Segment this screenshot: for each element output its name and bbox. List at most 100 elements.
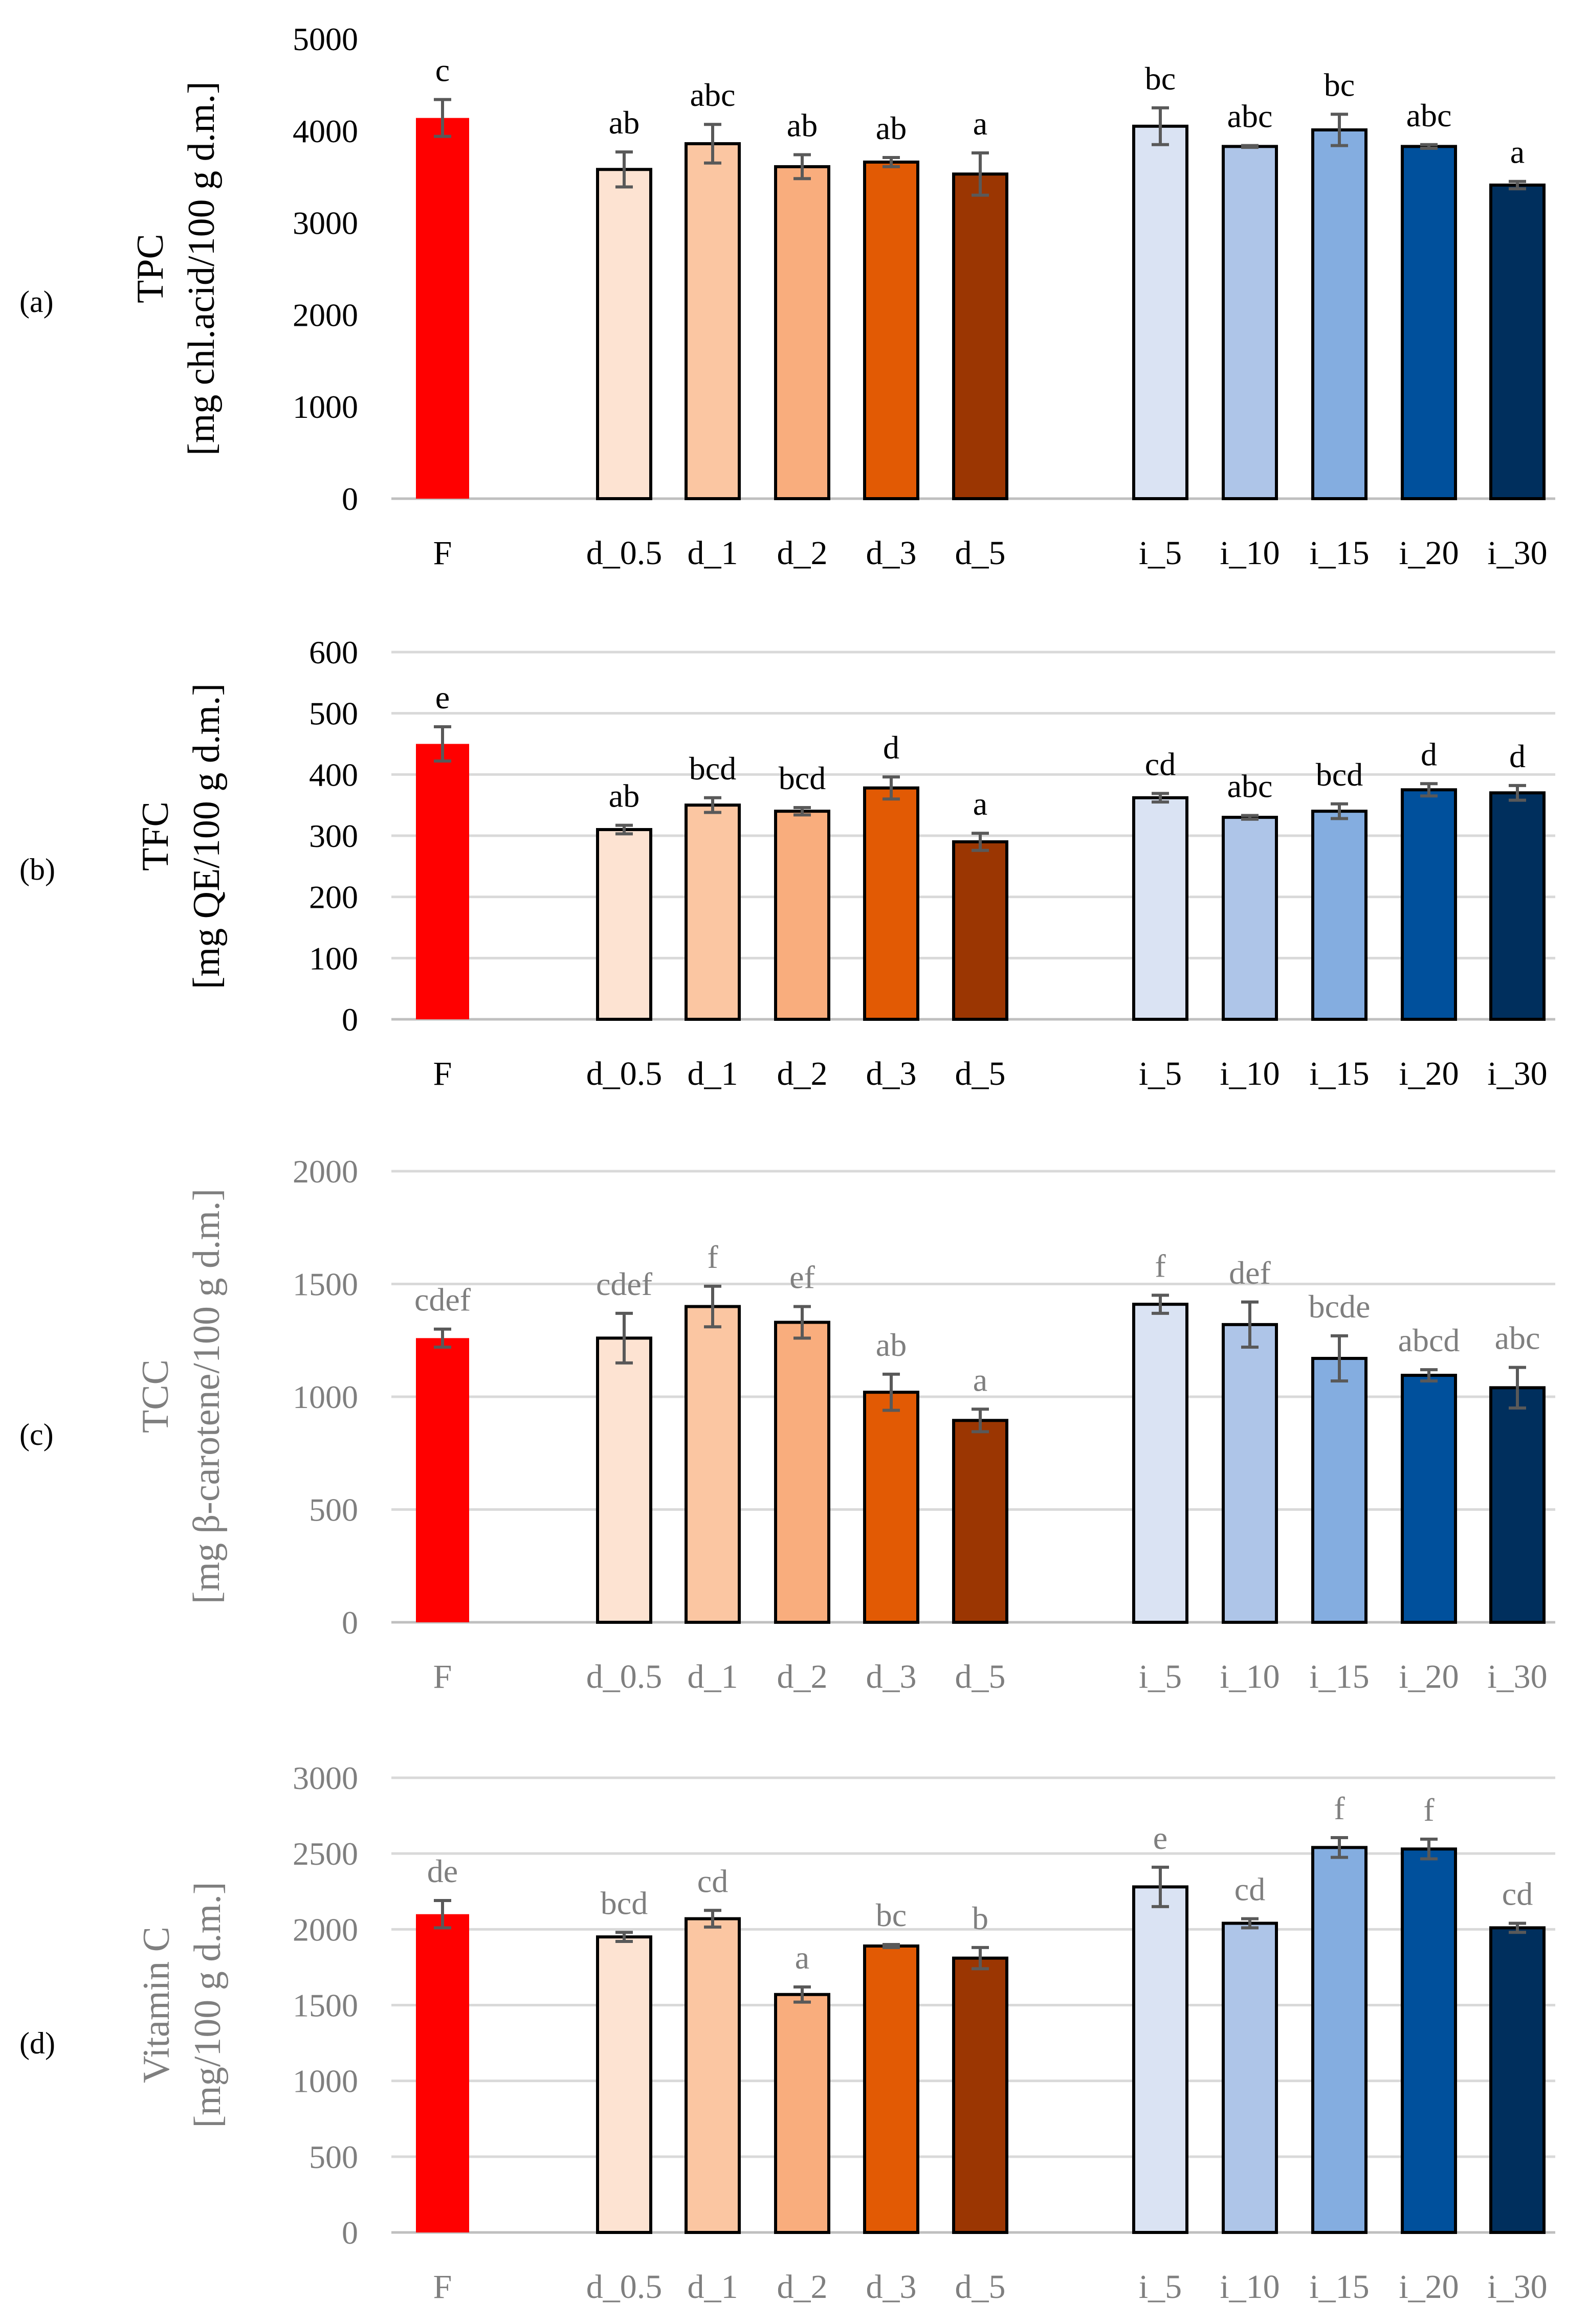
bar-d_0.5 [596,828,652,1021]
x-tick-label: i_5 [1139,534,1182,572]
x-tick-label: i_20 [1399,1658,1459,1695]
x-tick-label: d_0.5 [586,534,663,572]
y-axis-title-line1: Vitamin C [136,1927,178,2083]
x-tick-label: i_5 [1139,1055,1182,1092]
x-tick-label: d_0.5 [586,1658,663,1695]
x-tick-label: d_1 [688,1658,738,1695]
bar-d_0.5 [596,168,652,501]
bar-i_5 [1132,1885,1188,2234]
y-axis-title-line2: [mg chl.acid/100 g d.m.] [181,81,223,456]
significance-letter: b [972,1900,988,1936]
y-tick-label: 1500 [293,1987,358,2024]
bar-i_20 [1401,145,1457,500]
bar-d_5 [952,840,1008,1021]
significance-letter: cdef [596,1266,653,1302]
x-tick-label: d_2 [777,1055,828,1092]
chart-panel-b: (b) 0 100 200 300 400 500 600 TFC [mg QE/100 g d.… [19,634,1555,1092]
x-tick-label: d_1 [688,1055,738,1092]
y-tick-label: 1500 [293,1266,358,1303]
significance-letter: abc [1495,1320,1540,1356]
y-tick-label: 0 [342,1604,358,1641]
bar-i_30 [1489,1386,1546,1624]
y-tick-label: 500 [309,1492,358,1528]
chart-panel-a: (a) 0 1000 2000 3000 4000 5000 TPC [mg chl.acid/… [19,21,1555,572]
y-tick-label: 500 [309,696,358,732]
x-tick-label: d_1 [688,2268,738,2306]
x-tick-label: d_2 [777,1658,828,1695]
bar-d_0.5 [596,1935,652,2234]
y-tick-label: 600 [309,634,358,671]
y-axis-title-line1: TPC [129,234,171,303]
bar-i_20 [1401,1847,1457,2234]
x-tick-label: i_20 [1399,534,1459,572]
bar-F [416,1914,469,2232]
y-tick-label: 2500 [293,1836,358,1872]
y-axis-title: TFC [mg QE/100 g d.m.] [135,683,228,989]
bar-i_15 [1311,128,1368,500]
significance-letter: f [707,1239,718,1275]
bar-F [416,1338,469,1622]
significance-letter: ab [609,778,639,814]
significance-letter: a [973,786,987,822]
bar-d_2 [774,1993,830,2234]
x-tick-label: d_2 [777,2268,828,2306]
significance-letter: f [1155,1248,1166,1284]
x-tick-label: i_15 [1309,2268,1369,2306]
significance-letter: cd [1145,746,1176,782]
bar-d_2 [774,1321,830,1624]
bar-d_2 [774,810,830,1021]
significance-letter: e [435,679,450,716]
bar-i_15 [1311,810,1368,1021]
bar-i_5 [1132,1303,1188,1624]
x-tick-label: i_30 [1487,1658,1547,1695]
bar-i_30 [1489,1926,1546,2234]
y-axis-title-line2: [mg/100 g d.m.] [187,1882,229,2128]
x-tick-label: d_5 [955,1055,1006,1092]
x-tick-label: i_10 [1220,1658,1280,1695]
significance-letter: bcd [779,760,826,796]
bar-i_10 [1222,1323,1278,1624]
y-tick-label: 500 [309,2139,358,2175]
significance-letter: de [427,1853,458,1889]
chart-panel-d: (d) 0 500 1000 1500 2000 2500 3000 Vitamin C [mg/… [19,1760,1555,2306]
bar-i_10 [1222,1921,1278,2234]
significance-letter: a [973,105,987,142]
y-tick-label: 0 [342,1001,358,1038]
significance-letter: f [1423,1792,1435,1828]
x-tick-label: i_10 [1220,2268,1280,2306]
x-tick-label: i_10 [1220,534,1280,572]
y-tick-label: 3000 [293,205,358,241]
significance-letter: a [795,1939,809,1976]
significance-letter: abc [1227,768,1273,805]
y-tick-label: 1000 [293,1379,358,1415]
significance-letter: bcd [1316,756,1363,793]
bar-d_1 [685,1305,741,1624]
x-tick-label: i_15 [1309,1055,1369,1092]
x-tick-label: i_30 [1487,2268,1547,2306]
x-tick-label: d_3 [866,1658,917,1695]
y-axis-title-line1: TFC [135,801,177,871]
y-axis-title: TPC [mg chl.acid/100 g d.m.] [129,81,223,456]
bar-d_1 [685,142,741,500]
x-tick-label: d_1 [688,534,738,572]
y-tick-label: 1000 [293,389,358,425]
significance-letter: bcd [601,1885,648,1921]
bar-d_5 [952,172,1008,500]
x-tick-label: d_5 [955,534,1006,572]
y-tick-label: 0 [342,481,358,517]
y-tick-label: 3000 [293,1760,358,1796]
bar-d_1 [685,1917,741,2234]
x-tick-label: F [433,1055,452,1092]
bar-F [416,744,469,1019]
significance-letter: c [435,52,450,88]
significance-letter: abcd [1398,1322,1460,1358]
y-axis-title-line1: TCC [135,1359,177,1433]
bar-i_20 [1401,1374,1457,1624]
y-tick-label: 2000 [293,297,358,333]
y-tick-label: 100 [309,940,358,976]
significance-letter: d [883,729,899,766]
bar-d_5 [952,1419,1008,1624]
bar-i_30 [1489,791,1546,1021]
significance-letter: f [1334,1790,1345,1826]
bar-d_1 [685,803,741,1021]
